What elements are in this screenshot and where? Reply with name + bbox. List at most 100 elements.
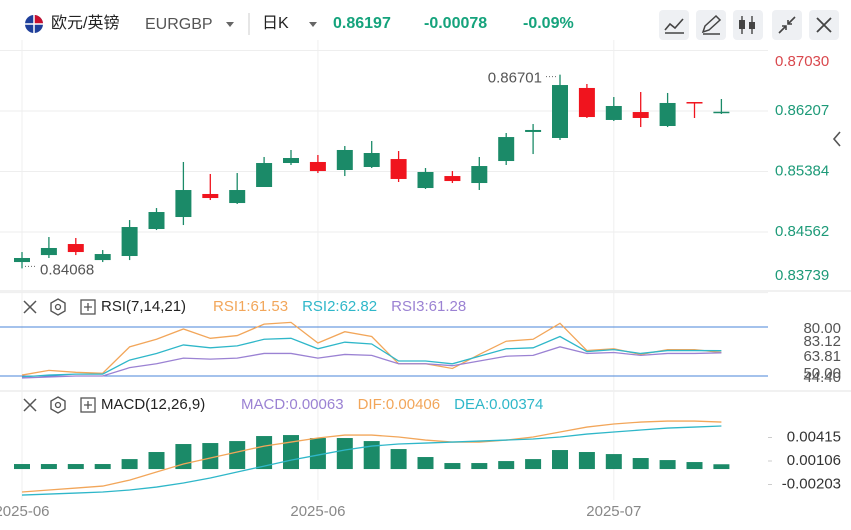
x-tick-label: 2025-06 (0, 503, 50, 520)
macd-bar (552, 450, 568, 470)
rsi-line (21, 346, 722, 379)
chart-type-button[interactable] (733, 10, 763, 40)
legend-entry: RSI3:61.28 (391, 298, 466, 315)
candle-body (40, 247, 57, 256)
macd-bar (659, 460, 676, 470)
macd-bar (444, 463, 461, 470)
macd-bar (363, 441, 380, 470)
candle-body (498, 137, 515, 162)
candle-body (659, 102, 676, 127)
legend-entry: DIF:0.00406 (358, 396, 441, 413)
macd-bar (148, 452, 165, 470)
macd-bar (525, 459, 542, 470)
value-tag: 50.00 (803, 365, 841, 382)
macd-bar (471, 463, 488, 470)
symbol-code[interactable]: EURGBP (145, 16, 213, 33)
macd-bar (686, 462, 703, 470)
candle-body (175, 190, 192, 218)
last-price: 0.86197 (333, 15, 391, 32)
macd-bar (309, 438, 326, 470)
y-tick-label: 0.00415 (787, 428, 841, 445)
candle-body (471, 166, 488, 184)
candle-body (632, 112, 649, 118)
y-tick-label: 0.87030 (775, 53, 829, 70)
macd-bar (632, 458, 649, 470)
draw-button[interactable] (696, 10, 726, 40)
y-tick-label: 80.00 (803, 320, 841, 337)
remove-icon[interactable] (23, 398, 37, 412)
collapse-button[interactable] (772, 10, 802, 40)
candle-body (256, 163, 273, 187)
settings-icon[interactable] (50, 298, 66, 316)
rsi-line (21, 321, 722, 376)
candle-body (202, 193, 219, 199)
macd-bar (390, 449, 407, 470)
candle-body (605, 105, 622, 120)
period[interactable]: 日K (262, 15, 289, 32)
candle-body (121, 227, 138, 257)
legend-entry: MACD:0.00063 (241, 396, 344, 413)
expand-icon[interactable] (80, 299, 96, 315)
macd-bar (336, 438, 353, 470)
y-tick-label: -0.00203 (782, 475, 841, 492)
x-tick-label: 2025-06 (290, 503, 345, 520)
candle-body (444, 176, 461, 182)
y-tick-label: 0.86207 (775, 102, 829, 119)
y-tick-label: 0.85384 (775, 163, 829, 180)
symbol-dropdown[interactable] (226, 22, 234, 27)
macd-header-icons (23, 396, 96, 414)
settings-icon[interactable] (50, 396, 66, 414)
price-change: -0.00078 (424, 15, 487, 32)
rsi-header-icons (23, 298, 96, 316)
macd-bar (417, 457, 434, 470)
macd-bar (283, 435, 299, 470)
macd-line (21, 420, 722, 493)
min-label: 0.84068 (40, 261, 94, 278)
symbol-flag (25, 15, 43, 33)
candle-body (229, 190, 246, 204)
candle-body (94, 254, 111, 261)
max-label: 0.86701 (488, 70, 542, 87)
x-tick-label: 2025-07 (586, 503, 641, 520)
candle-body (148, 212, 165, 230)
toolbar (659, 10, 839, 40)
remove-icon[interactable] (23, 300, 37, 314)
candle-body (552, 85, 568, 138)
expand-icon[interactable] (80, 397, 96, 413)
macd-bar (67, 464, 84, 470)
candle-body (14, 257, 30, 263)
indicator-button[interactable] (659, 10, 689, 40)
macd-line (21, 425, 722, 496)
macd-bar (94, 464, 111, 470)
legend-entry: RSI1:61.53 (213, 298, 288, 315)
candle-body (283, 158, 299, 164)
rsi-title: RSI(7,14,21) (101, 298, 186, 315)
y-tick-label: 0.00106 (787, 452, 841, 469)
candle-body (309, 161, 326, 172)
symbol-name[interactable]: 欧元/英镑 (51, 14, 119, 32)
candle-body (390, 159, 407, 179)
macd-bar (578, 452, 595, 470)
macd-bar (256, 436, 273, 470)
macd-bar (40, 464, 57, 470)
y-tick-label: 0.83739 (775, 267, 829, 284)
y-tick-label: 44.40 (803, 369, 841, 386)
macd-bar (229, 441, 246, 470)
candle-body (363, 153, 380, 167)
legend-entry: RSI2:62.82 (302, 298, 377, 315)
rsi-line (21, 335, 722, 378)
macd-bar (14, 464, 30, 470)
candle-body (713, 111, 730, 114)
legend-entry: DEA:0.00374 (454, 396, 543, 413)
macd-bar (713, 464, 730, 470)
expand-arrow[interactable] (832, 131, 841, 147)
candle-body (686, 102, 703, 104)
y-tick-label: 0.84562 (775, 223, 829, 240)
macd-bar (498, 461, 515, 470)
period-dropdown[interactable] (309, 22, 317, 27)
macd-bar (121, 459, 138, 470)
candle-body (67, 244, 84, 253)
value-tag: 83.12 (803, 333, 841, 350)
